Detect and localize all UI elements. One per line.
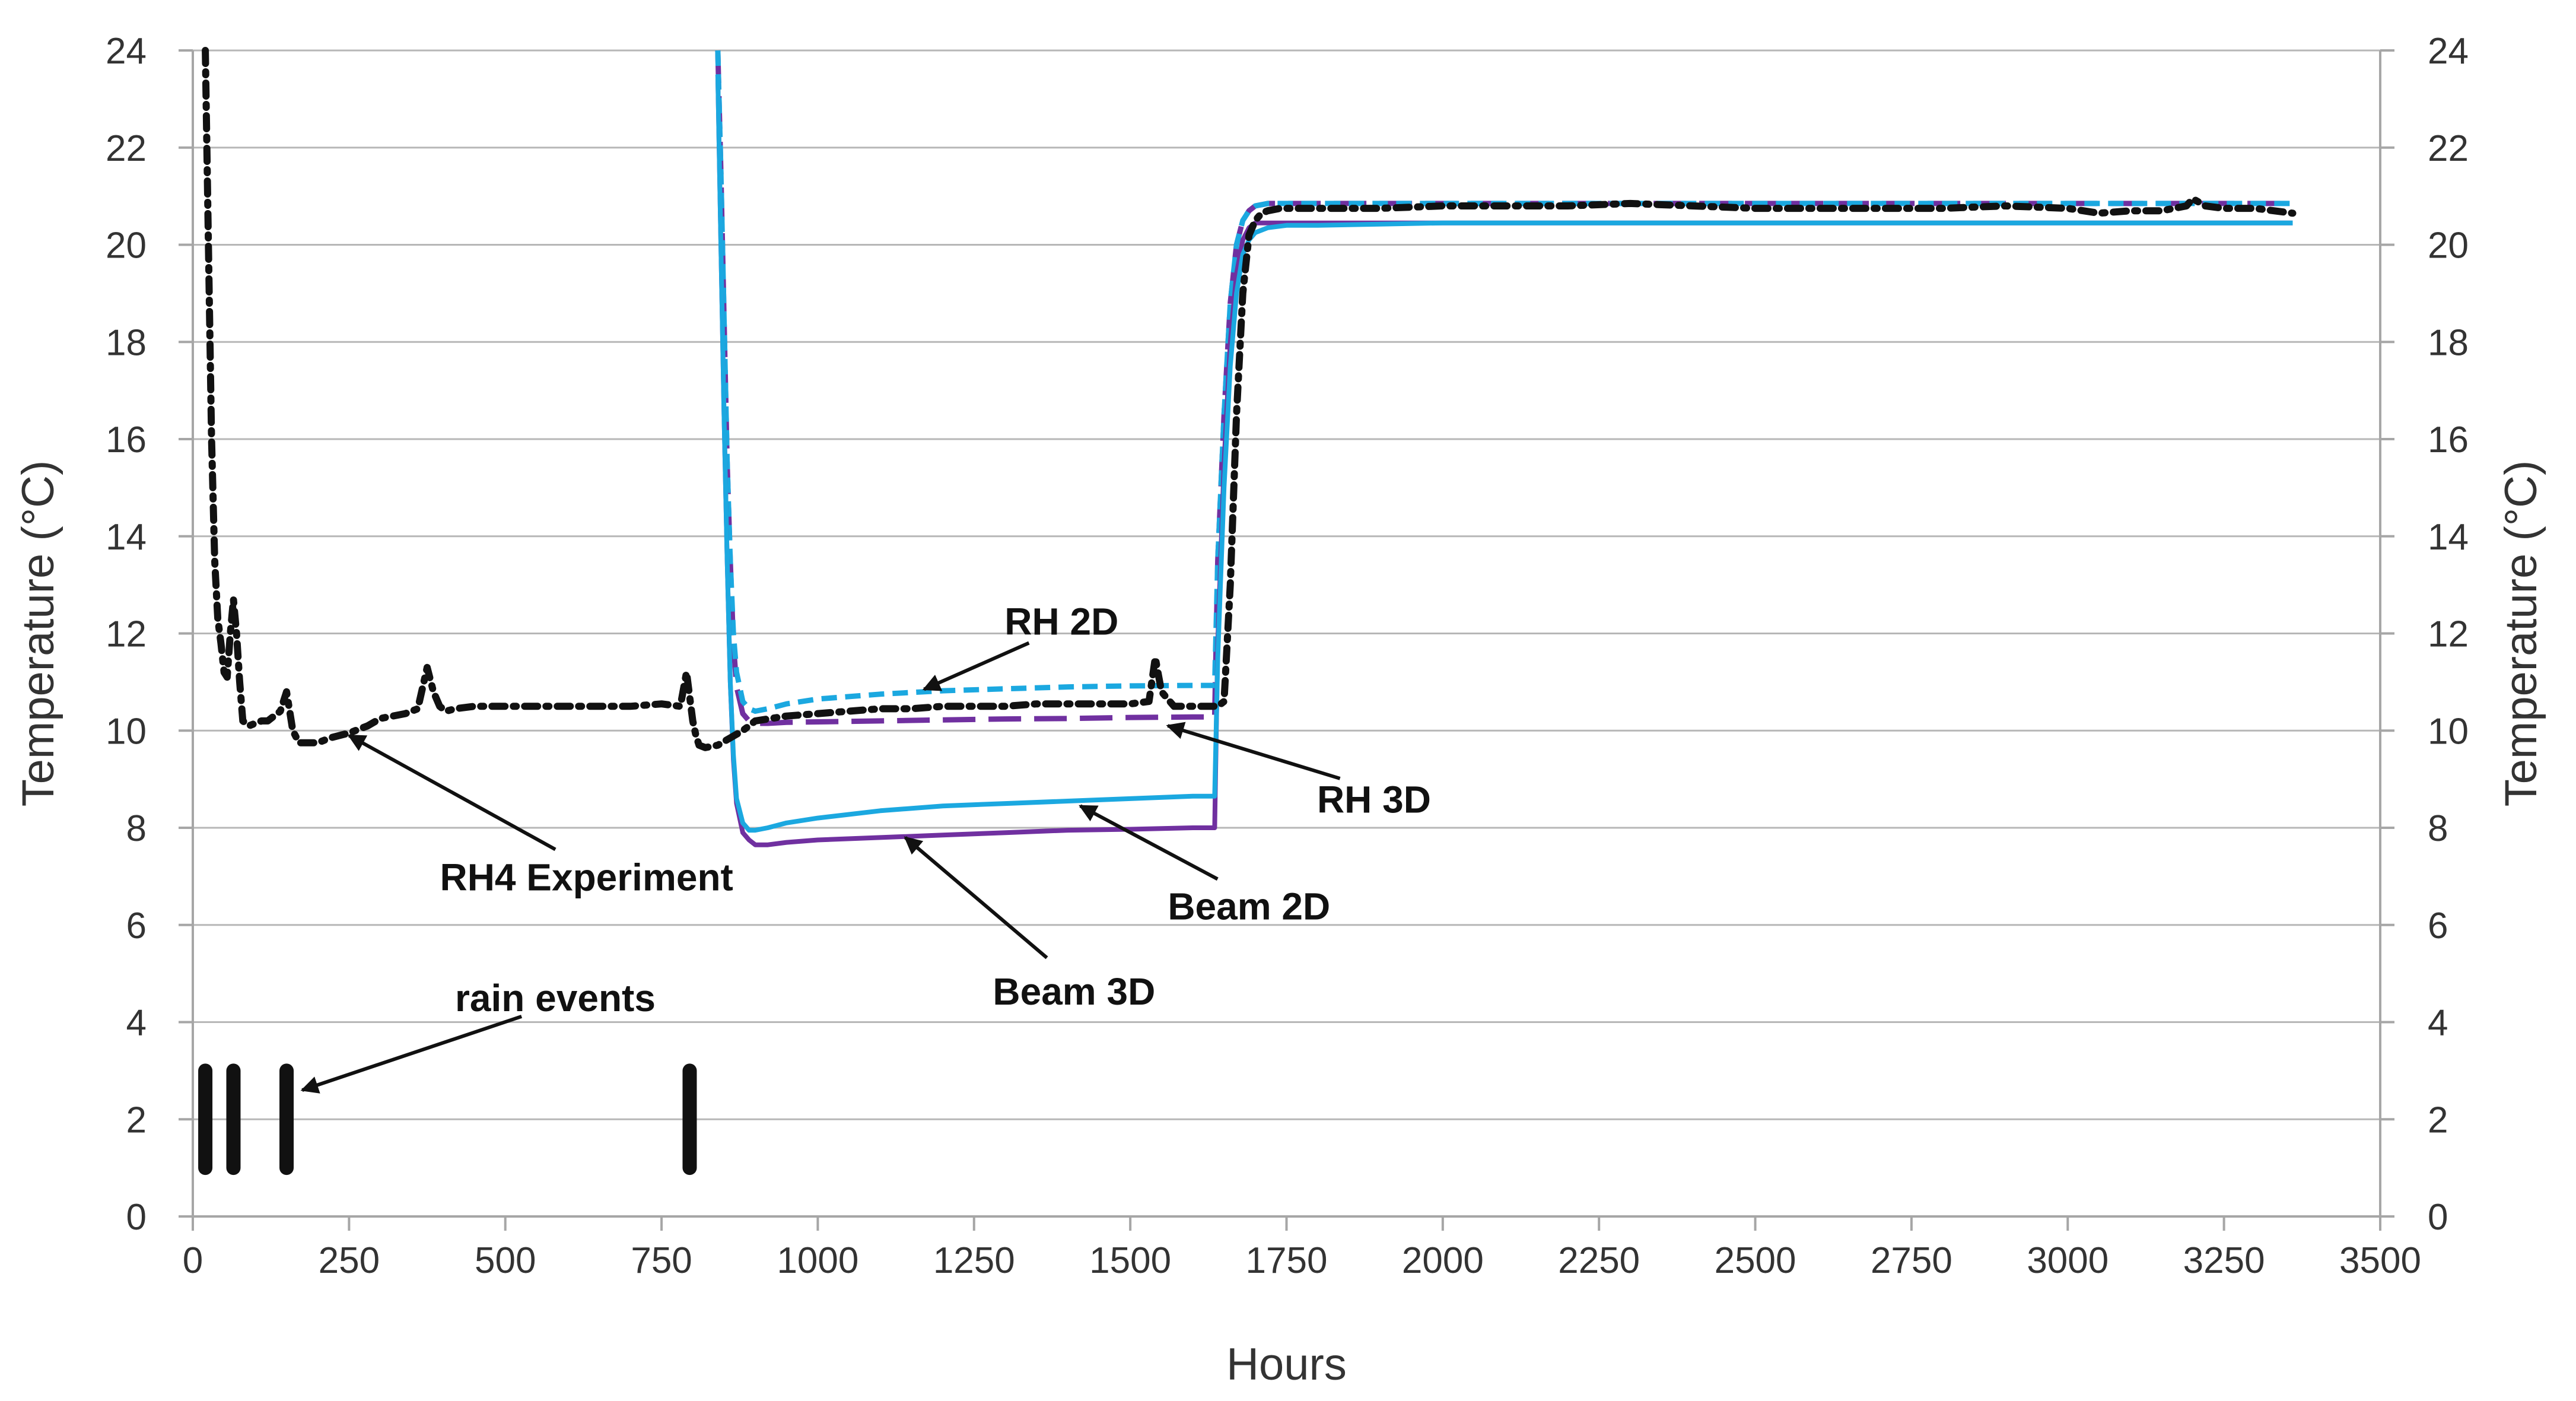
right-y-tick-label-18: 18 [2428,322,2469,363]
right-y-tick-label-6: 6 [2428,906,2448,946]
right-y-tick-label-0: 0 [2428,1197,2448,1238]
left-y-tick-label-16: 16 [106,420,147,460]
left-y-axis-title: Temperature (°C) [13,460,63,807]
x-tick-label-2750: 2750 [1871,1240,1952,1281]
right-y-tick-label-24: 24 [2428,31,2469,72]
x-tick-label-2000: 2000 [1402,1240,1484,1281]
right-y-tick-label-10: 10 [2428,711,2469,752]
x-axis-title: Hours [1226,1339,1347,1390]
left-y-tick-label-8: 8 [126,808,147,849]
left-y-tick-label-10: 10 [106,711,147,752]
series-line-beam3d [715,74,2293,847]
x-tick-label-3500: 3500 [2339,1240,2421,1281]
left-y-tick-label-24: 24 [106,31,147,72]
series-line-rh2d [715,50,2293,714]
annotation-label-rain: rain events [455,977,656,1019]
left-y-tick-label-6: 6 [126,906,147,946]
x-tick-label-3000: 3000 [2027,1240,2108,1281]
x-tick-label-1750: 1750 [1246,1240,1328,1281]
x-tick-label-2500: 2500 [1715,1240,1796,1281]
x-tick-label-1250: 1250 [933,1240,1015,1281]
x-tick-label-3250: 3250 [2183,1240,2265,1281]
right-y-tick-label-22: 22 [2428,128,2469,169]
annotation-arrow-beam2d [1079,804,1219,881]
x-tick-label-1000: 1000 [777,1240,858,1281]
right-y-tick-label-2: 2 [2428,1100,2448,1141]
right-y-tick-label-20: 20 [2428,225,2469,266]
annotation-label-beam3d: Beam 3D [993,970,1155,1013]
right-y-tick-label-4: 4 [2428,1003,2448,1044]
annotation-label-experiment: RH4 Experiment [440,856,733,899]
left-y-tick-label-20: 20 [106,225,147,266]
annotation-arrow-rain [300,1015,523,1094]
x-tick-label-2250: 2250 [1558,1240,1640,1281]
series-line-experiment [202,47,2297,751]
x-tick-label-0: 0 [183,1240,203,1281]
annotation-label-rh2d: RH 2D [1004,600,1118,643]
annotation-arrow-rh2d [922,641,1030,691]
right-y-tick-label-8: 8 [2428,808,2448,849]
left-y-tick-label-14: 14 [106,517,147,558]
annotations: RH 2D RH 3D Beam 2D Beam 3D RH4 Experiment ra… [300,600,1431,1094]
left-y-tick-label-2: 2 [126,1100,147,1141]
x-axis-ticks: 0 250 500 750 1000 1250 1500 1750 2000 2250 2500 27… [183,1216,2421,1281]
left-y-tick-label-22: 22 [106,128,147,169]
x-tick-label-1500: 1500 [1089,1240,1171,1281]
annotation-arrow-rh3d [1166,722,1341,780]
series-line-beam2d [715,74,2293,833]
annotation-label-rh3d: RH 3D [1317,779,1431,821]
right-y-tick-label-12: 12 [2428,614,2469,655]
left-y-tick-label-0: 0 [126,1197,147,1238]
right-y-axis-title: Temperature (°C) [2496,460,2546,807]
right-y-tick-label-14: 14 [2428,517,2469,558]
left-y-tick-label-12: 12 [106,614,147,655]
series-line-rh3d [715,50,2293,726]
left-y-tick-label-18: 18 [106,322,147,363]
series-lines [202,47,2297,847]
annotation-arrow-beam3d [904,836,1048,960]
x-tick-label-250: 250 [319,1240,380,1281]
rain-event-markers [198,1063,697,1176]
x-tick-label-750: 750 [631,1240,692,1281]
x-tick-label-500: 500 [475,1240,536,1281]
right-y-tick-label-16: 16 [2428,420,2469,460]
left-y-tick-label-4: 4 [126,1003,147,1044]
annotation-label-beam2d: Beam 2D [1168,885,1330,928]
annotation-arrow-experiment [347,733,556,852]
gridlines [193,49,2380,1120]
